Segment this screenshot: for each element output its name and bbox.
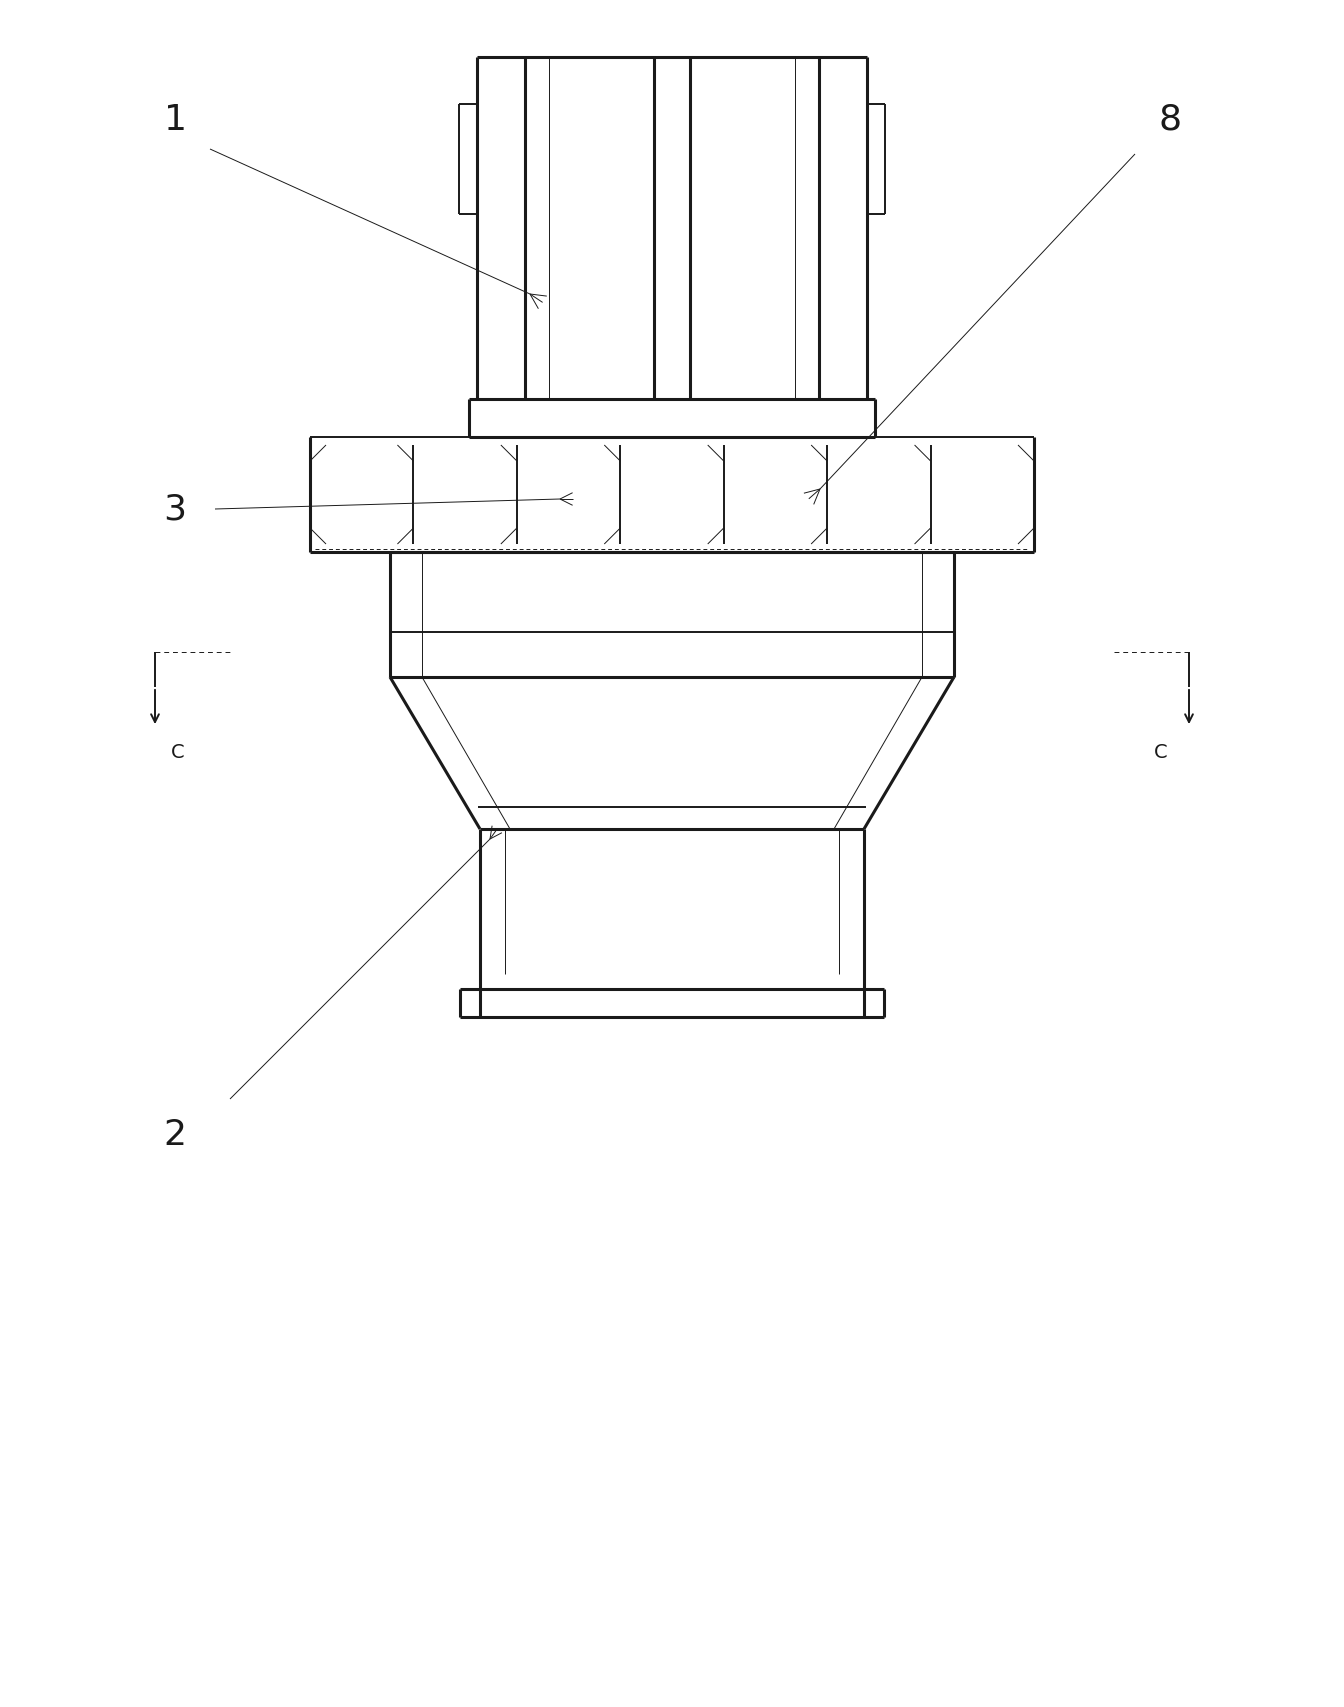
Text: 1: 1 — [164, 102, 187, 137]
Text: 2: 2 — [164, 1118, 187, 1151]
Text: C: C — [171, 743, 184, 761]
Text: 3: 3 — [164, 493, 187, 527]
Text: 8: 8 — [1159, 102, 1181, 137]
Text: C: C — [1154, 743, 1168, 761]
